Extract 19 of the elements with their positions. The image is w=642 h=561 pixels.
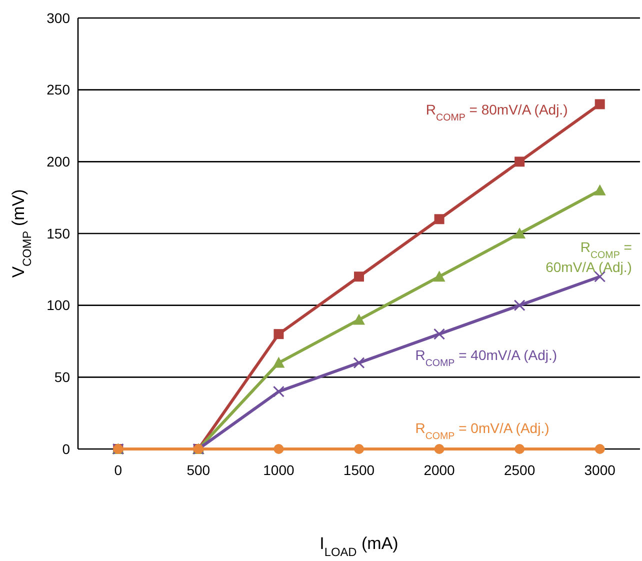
x-tick-label: 0	[114, 462, 122, 478]
x-tick-label: 500	[186, 462, 210, 478]
series-label: R$_{COMP}$ = 40mV/A (Adj.)	[415, 346, 558, 368]
y-tick-label: 100	[46, 297, 70, 314]
y-tick-label: 50	[54, 369, 70, 386]
x-tick-label: 2000	[424, 462, 456, 478]
x-tick-label: 1000	[263, 462, 294, 478]
series-label: R$_{COMP}$ = 80mV/A (Adj.)	[426, 101, 568, 123]
x-tick-label: 2500	[504, 462, 536, 478]
series-label: R$_{COMP}$ = 60mV/A (Adj.)	[546, 239, 632, 276]
y-tick-label: 300	[46, 10, 70, 26]
y-tick-label: 200	[46, 154, 70, 170]
y-tick-label: 250	[46, 82, 70, 98]
x-tick-label: 1500	[343, 462, 375, 478]
x-tick-label: 3000	[584, 462, 616, 478]
y-tick-label: 0	[62, 440, 70, 457]
x-axis-title: I$_{LOAD}$ (mA)	[320, 534, 398, 559]
series-label: R$_{COMP}$ = 0mV/A (Adj.)	[415, 420, 550, 442]
y-tick-label: 150	[46, 225, 70, 242]
